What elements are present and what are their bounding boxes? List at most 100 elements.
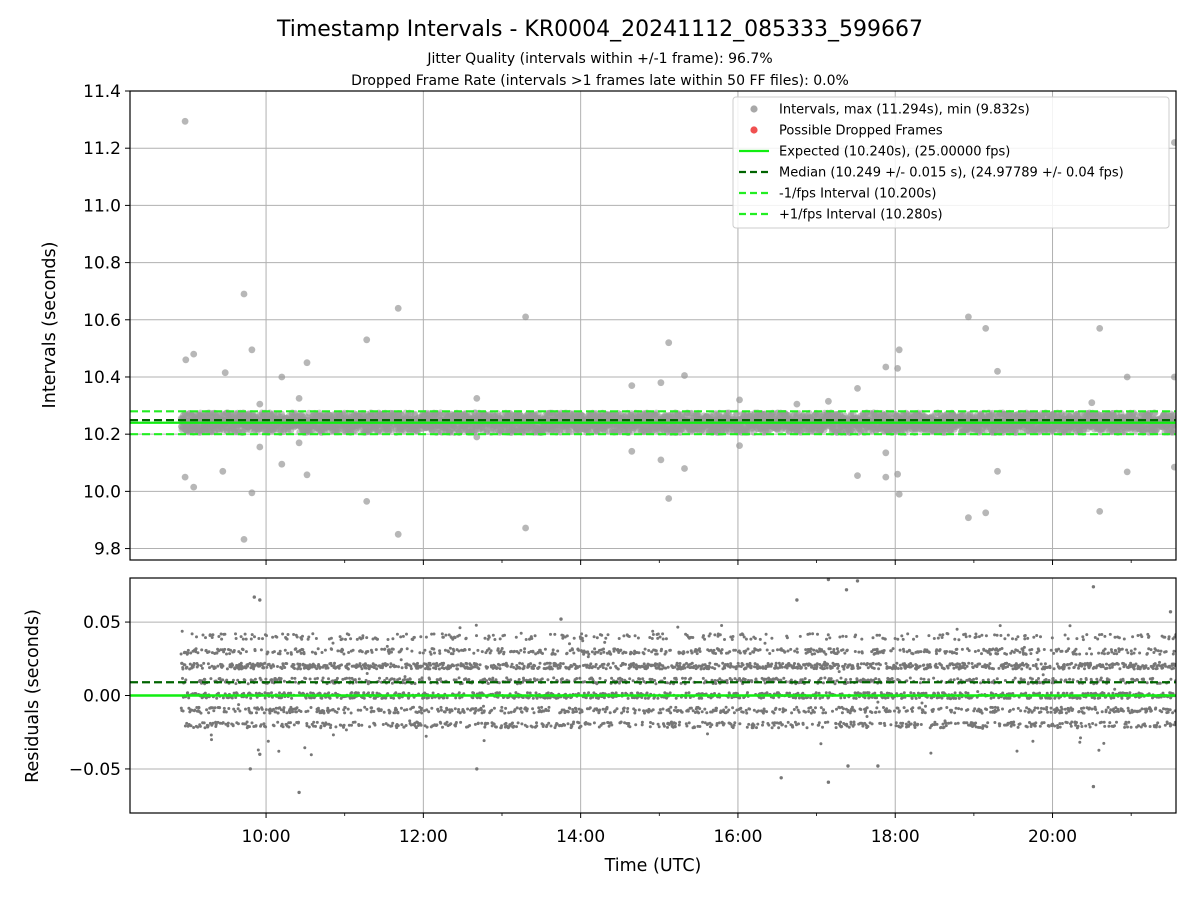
residual-point (221, 678, 225, 682)
residual-point (209, 733, 213, 737)
interval-outlier-point (1171, 139, 1176, 146)
residual-point (180, 629, 184, 633)
residual-point (244, 707, 247, 711)
residual-point (263, 661, 267, 665)
residual-point (223, 632, 227, 636)
residual-point (224, 710, 228, 714)
residual-point (203, 678, 207, 681)
interval-reference-lines (130, 410, 1176, 436)
residual-point (200, 666, 204, 670)
interval-outlier-point (681, 372, 688, 379)
interval-outlier-point (628, 382, 636, 389)
residual-point (214, 720, 218, 724)
residual-point (239, 661, 243, 665)
interval-outlier-point (665, 339, 673, 347)
residual-point (231, 678, 235, 682)
interval-outlier-point (248, 489, 256, 497)
residual-point (196, 651, 200, 655)
interval-outlier-point (256, 400, 264, 408)
residual-point (233, 667, 237, 671)
residual-point (253, 649, 257, 653)
interval-outlier-point (1171, 373, 1176, 381)
residual-point (262, 666, 266, 670)
residual-point (179, 706, 183, 710)
residual-point (225, 678, 229, 682)
residual-point (264, 725, 268, 729)
residual-point (268, 711, 272, 715)
intervals-ytick-label: 11.4 (83, 82, 121, 102)
interval-outlier-point (894, 470, 901, 478)
interval-outlier-point (994, 367, 1001, 375)
interval-outlier-point (240, 290, 248, 298)
residual-point (229, 648, 232, 652)
residual-point (264, 677, 268, 681)
residual-point (202, 721, 206, 725)
residual-point (203, 726, 207, 730)
intervals-ytick-label: 11.2 (83, 139, 121, 159)
legend-label: Possible Dropped Frames (779, 124, 943, 139)
residual-point (259, 678, 263, 682)
residual-point (233, 709, 237, 713)
interval-outlier-point (1096, 325, 1104, 332)
interval-outlier-point (657, 379, 665, 387)
interval-outlier-point (793, 400, 801, 408)
residual-point (241, 637, 245, 641)
interval-outlier-point (982, 325, 990, 332)
interval-outlier-point (182, 356, 190, 364)
residual-point (237, 703, 241, 707)
residual-point (231, 724, 235, 728)
residual-point (183, 724, 187, 728)
residual-point (190, 708, 194, 712)
interval-outlier-point (240, 536, 248, 543)
residual-point (232, 691, 236, 695)
intervals-panel: 9.810.010.210.410.610.811.011.211.4 Inte… (40, 82, 1177, 561)
legend-entry: Median (10.249 +/- 0.015 s), (24.97789 +… (739, 166, 1124, 181)
residual-point (213, 706, 217, 710)
intervals-ytick-label: 10.6 (83, 311, 121, 331)
residual-point (230, 696, 234, 700)
residual-point (181, 667, 185, 671)
residual-point (205, 708, 209, 712)
residual-point (186, 648, 190, 652)
residual-point (199, 711, 203, 715)
residual-point (221, 696, 225, 700)
residual-point (219, 632, 223, 636)
chart-subtitle-dropped: Dropped Frame Rate (intervals >1 frames … (351, 73, 849, 89)
residual-point (250, 721, 254, 725)
residual-point (243, 678, 247, 682)
residual-point (224, 722, 228, 726)
residual-point (265, 665, 269, 669)
interval-outlier-point (895, 346, 903, 354)
residual-point (244, 650, 248, 654)
residual-point (256, 748, 260, 752)
intervals-ytick-label: 9.8 (94, 540, 121, 560)
interval-outlier-point (894, 365, 901, 372)
residual-point (266, 739, 270, 743)
residual-point (201, 633, 205, 637)
residual-point (232, 707, 236, 711)
residuals-panel: −0.050.000.05 Residuals (seconds) (23, 577, 1177, 814)
residual-point (246, 682, 250, 686)
interval-outlier-point (303, 471, 311, 479)
interval-outlier-point (522, 313, 529, 321)
interval-outlier-point (295, 439, 303, 447)
residual-point (196, 663, 200, 667)
interval-outlier-point (825, 397, 832, 405)
residual-point (216, 664, 220, 668)
intervals-ylabel: Intervals (seconds) (40, 242, 60, 409)
intervals-axes-frame (129, 90, 1177, 561)
residual-point (190, 632, 194, 636)
residual-point (239, 651, 243, 655)
residual-point (198, 724, 202, 728)
interval-outlier-point (882, 473, 890, 481)
chart-title: Timestamp Intervals - KR0004_20241112_08… (276, 17, 923, 42)
residual-point (243, 632, 247, 636)
residual-point (222, 706, 226, 710)
legend-label: +1/fps Interval (10.280s) (779, 208, 943, 223)
residual-point (257, 637, 261, 640)
residual-point (181, 676, 184, 680)
residual-point (270, 691, 273, 695)
residual-point (189, 651, 193, 655)
residual-point (183, 663, 187, 667)
